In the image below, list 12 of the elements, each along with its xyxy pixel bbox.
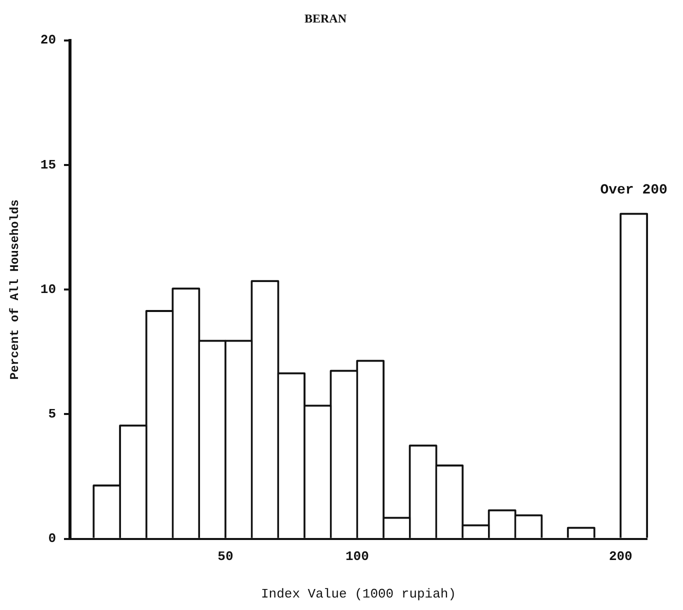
annotation: Over 200 (600, 182, 668, 198)
x-axis-title: Index Value (1000 rupiah) (260, 586, 456, 602)
y-tick-label: 10 (40, 282, 56, 297)
y-tick-label: 5 (48, 406, 56, 422)
x-tick-label: 100 (345, 548, 370, 564)
y-tick-label: 20 (40, 32, 56, 48)
chart-title: BERAN (304, 11, 347, 26)
x-tick-label: 50 (218, 548, 234, 564)
y-tick-label: 0 (48, 531, 56, 546)
y-tick-label: 15 (40, 157, 56, 172)
x-tick-label: 200 (608, 548, 633, 564)
y-axis-title: Percent of All Households (8, 200, 22, 380)
